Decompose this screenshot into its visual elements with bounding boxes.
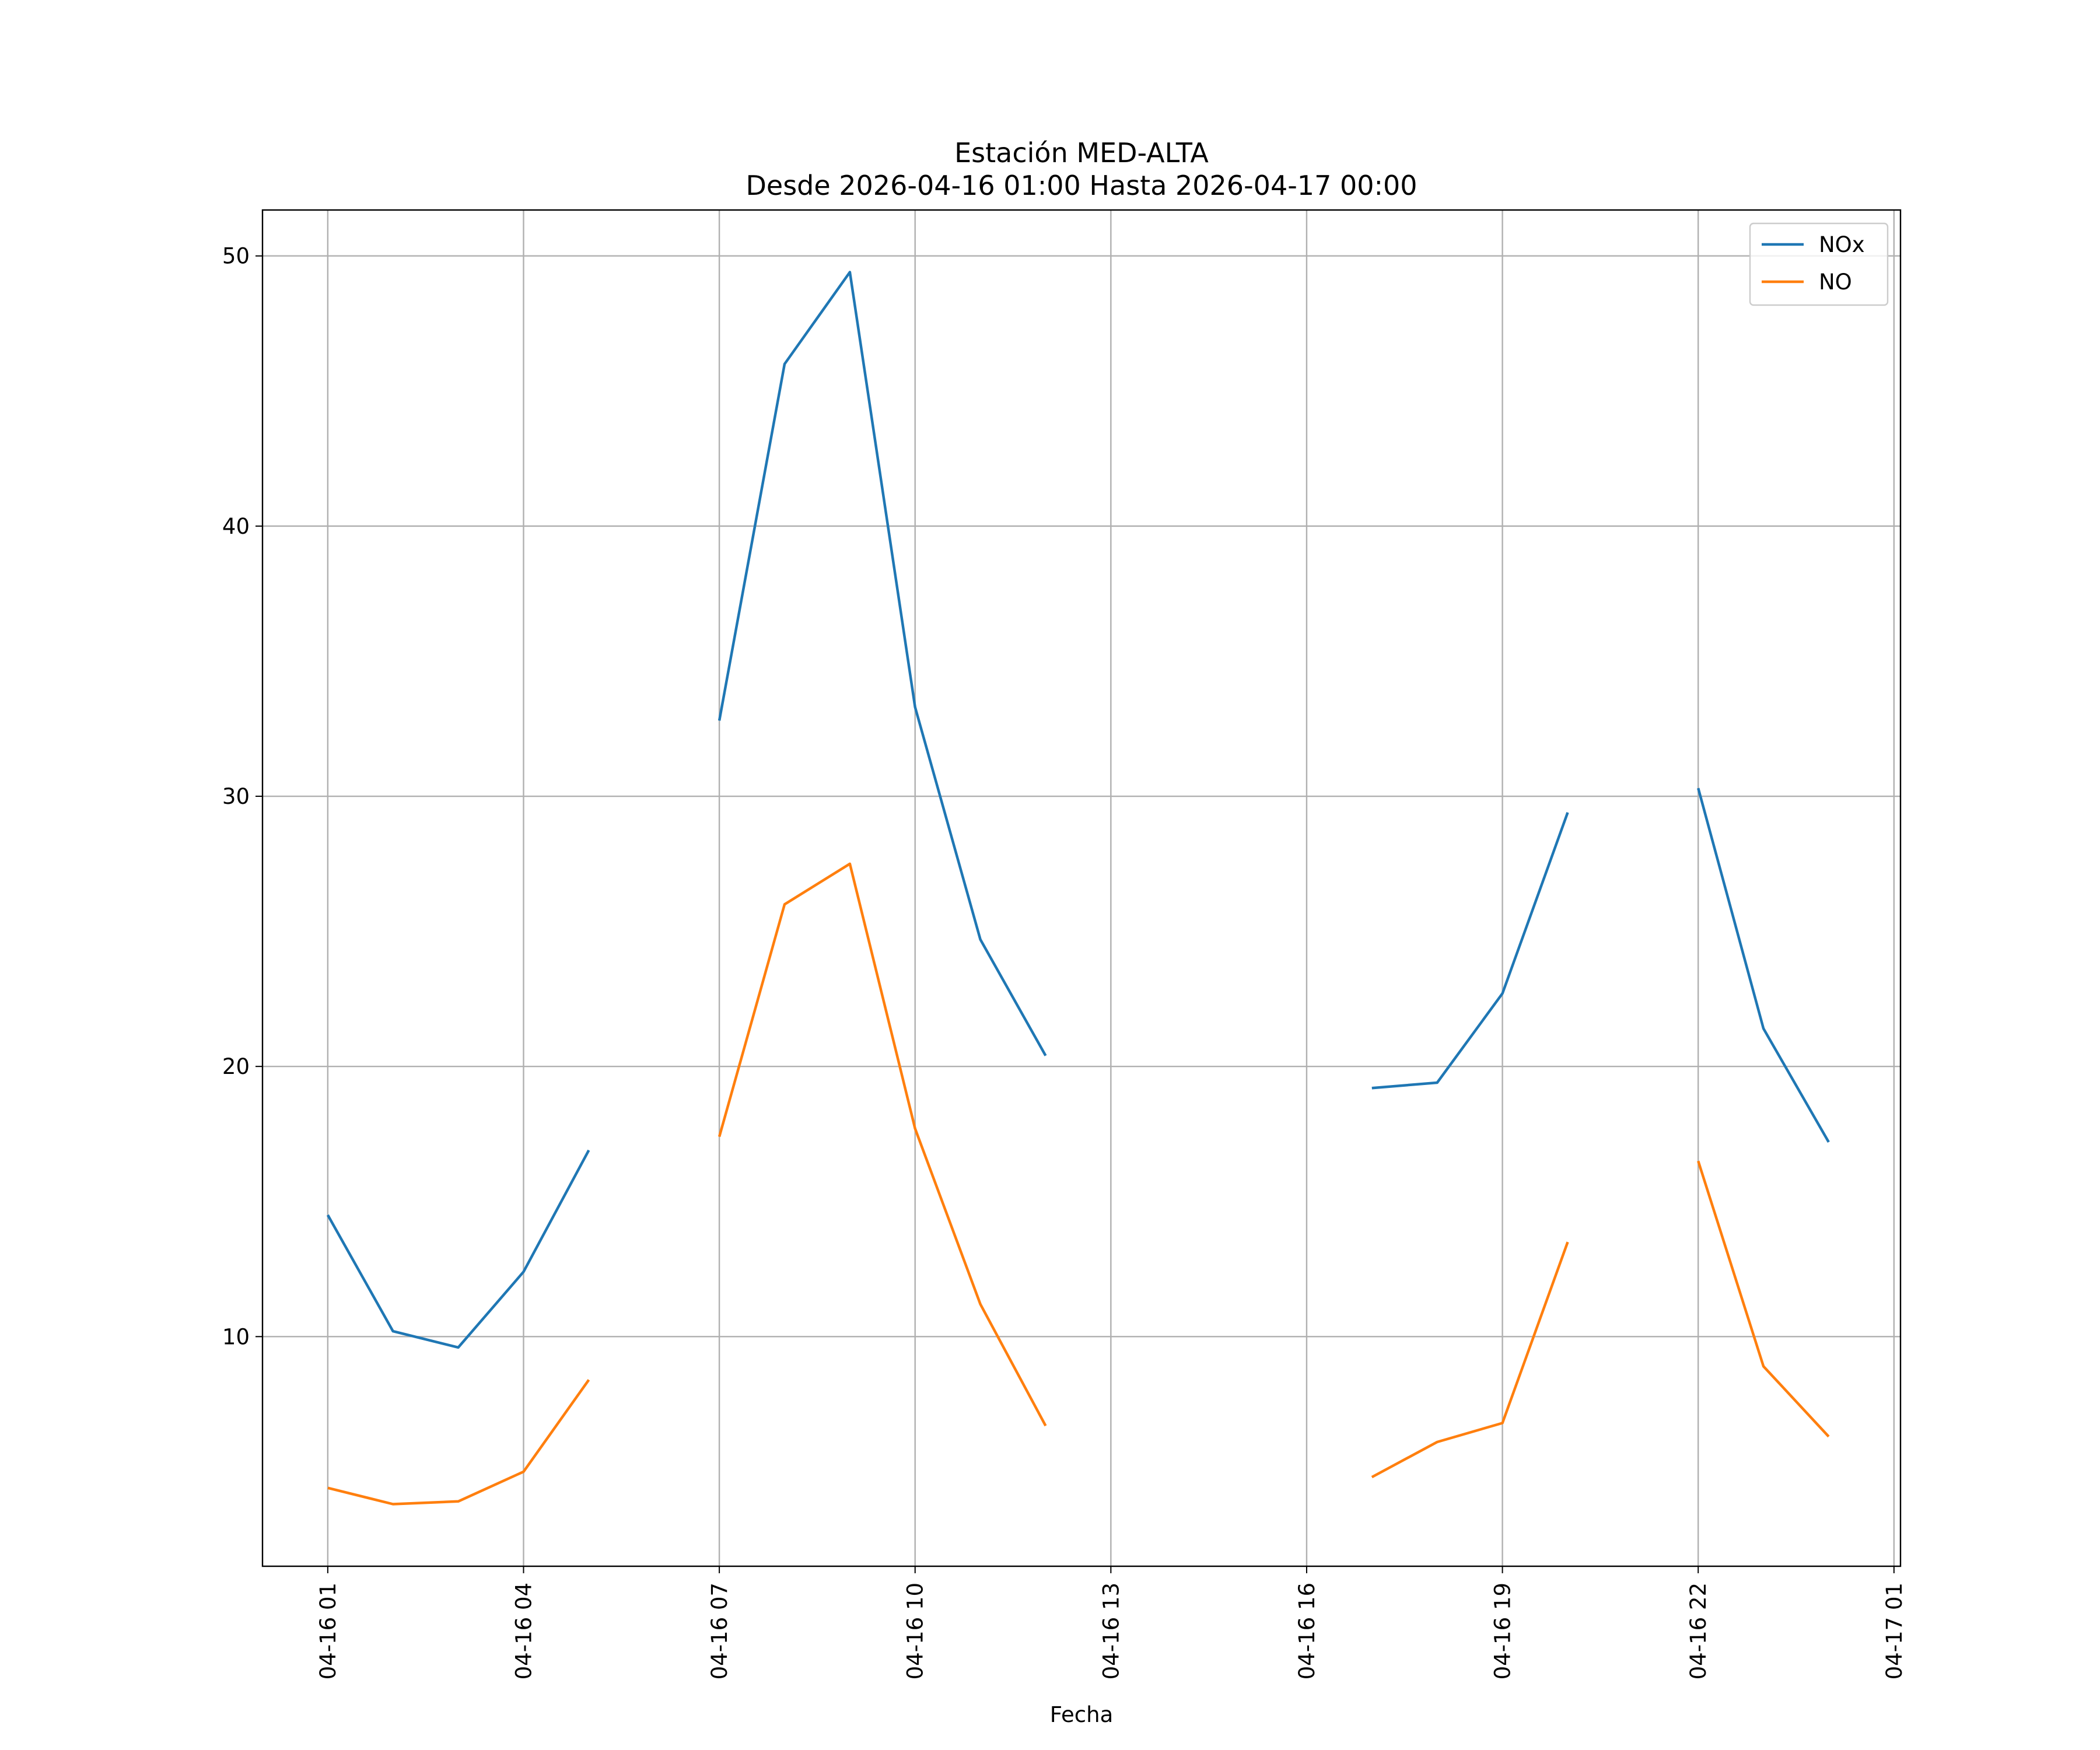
- plot-series: [326, 271, 1830, 1506]
- x-tick-label: 04-16 07: [707, 1583, 732, 1679]
- x-tick-label: 04-16 19: [1490, 1583, 1516, 1679]
- x-tick-label: 04-16 16: [1294, 1583, 1320, 1679]
- y-tick-label: 10: [222, 1324, 250, 1349]
- x-tick-label: 04-16 22: [1686, 1583, 1711, 1679]
- series-line-no: [327, 1379, 590, 1506]
- y-tick-label: 40: [222, 514, 250, 539]
- series-line-nox: [718, 271, 1047, 1056]
- legend-label-nox: NOx: [1819, 232, 1865, 257]
- legend-label-no: NO: [1819, 270, 1852, 295]
- series-line-nox: [1371, 812, 1569, 1090]
- x-axis-label: Fecha: [1050, 1702, 1114, 1727]
- series-line-nox: [1697, 788, 1830, 1143]
- grid: [262, 210, 1901, 1566]
- x-tick-label: 04-16 10: [903, 1583, 928, 1679]
- plot-frame: [261, 209, 1902, 1567]
- x-axis: 04-16 01 04-16 04 04-16 07 04-16 10 04-16 13…: [316, 1566, 1907, 1679]
- y-tick-label: 30: [222, 784, 250, 809]
- x-tick-label: 04-16 13: [1098, 1583, 1124, 1679]
- chart-title: Estación MED-ALTA: [954, 137, 1209, 169]
- x-tick-label: 04-16 01: [316, 1583, 341, 1679]
- legend: NOx NO: [1749, 222, 1889, 306]
- series-line-no: [718, 862, 1047, 1427]
- x-tick-label: 04-17 01: [1882, 1583, 1907, 1679]
- y-tick-label: 50: [222, 244, 250, 269]
- chart-subtitle: Desde 2026-04-16 01:00 Hasta 2026-04-17 …: [746, 170, 1417, 201]
- y-axis: 10 20 30 40 50: [222, 244, 262, 1349]
- series-line-nox: [326, 1149, 590, 1349]
- series-line-no: [1697, 1160, 1830, 1438]
- series-line-no: [1371, 1241, 1569, 1479]
- x-tick-label: 04-16 04: [511, 1583, 536, 1679]
- y-tick-label: 20: [222, 1054, 250, 1079]
